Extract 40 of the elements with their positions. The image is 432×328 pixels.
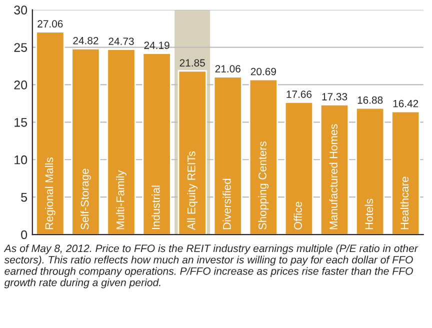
x-tick-label: Manufactured Homes	[329, 124, 338, 230]
x-tick-label: Diversified	[222, 178, 231, 230]
data-label: 21.06	[215, 65, 240, 72]
y-tick-label: 30	[14, 6, 28, 14]
y-tick-label: 10	[14, 155, 28, 164]
bar	[142, 52, 172, 235]
x-tick-label: Regional Malls	[44, 158, 56, 230]
bar	[355, 107, 385, 235]
text: As of May 8, 2012. Price to FFO is the REIT industry earnings multiple (P/E ratio in other sectors). This ratio reflects how much an investor is willing to pay for each dollar of FFO earned through company operations. P/FFO increase as prices rise faster than the FFO growth rate during a given period.	[4, 244, 418, 288]
x-tick-label: Multi-Family	[116, 170, 126, 230]
bar	[284, 102, 314, 235]
data-label: 16.42	[393, 100, 418, 108]
y-tick-label: 0	[21, 230, 28, 240]
bar	[320, 104, 350, 235]
data-label: 17.66	[286, 90, 312, 98]
bar	[213, 76, 242, 235]
x-tick-label: Self-Storage	[80, 168, 91, 230]
bar	[106, 48, 136, 235]
data-label: 20.69	[250, 68, 276, 76]
y-tick-label: 20	[14, 80, 28, 90]
x-tick-label: Shopping Centers	[258, 141, 269, 230]
y-tick-label: 25	[14, 43, 28, 52]
x-tick-label: All Equity REITs	[187, 151, 198, 230]
data-label: 24.82	[73, 36, 98, 44]
data-label: 21.85	[180, 59, 205, 67]
data-label: 24.73	[108, 38, 134, 46]
bar	[36, 31, 65, 235]
data-label: 16.88	[358, 96, 383, 104]
data-label: 27.06	[38, 20, 63, 28]
x-tick-label: Industrial	[152, 186, 160, 229]
y-tick-label: 5	[21, 193, 28, 202]
bar	[71, 48, 100, 235]
y-tick-label: 15	[14, 118, 28, 127]
bar	[391, 110, 420, 235]
x-tick-label: Hotels	[364, 198, 374, 230]
data-label: 17.33	[322, 93, 348, 100]
data-label: 24.19	[144, 42, 170, 50]
bar	[248, 78, 278, 235]
x-tick-label: Office	[294, 202, 302, 230]
x-tick-label: Healthcare	[400, 176, 409, 230]
